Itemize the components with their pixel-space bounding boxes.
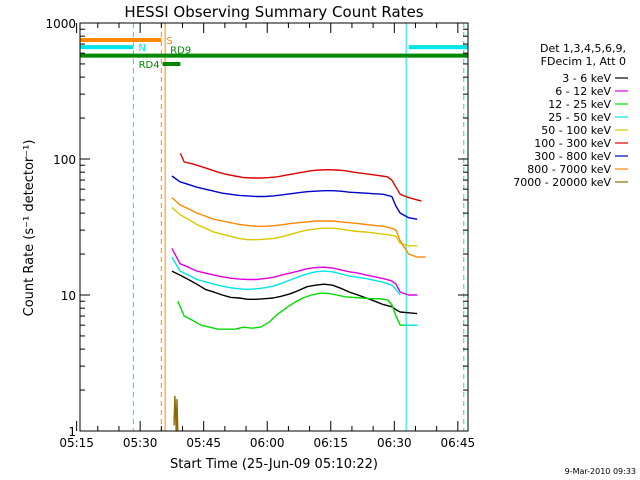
series-line [171, 175, 418, 220]
x-tick-label: 06:15 [313, 436, 348, 450]
series-line [171, 206, 418, 247]
series-line [171, 270, 418, 315]
series-line [171, 197, 426, 258]
x-tick-label: 06:00 [250, 436, 285, 450]
y-tick-label: 10 [61, 289, 76, 303]
series-line [179, 153, 422, 202]
legend-header-1: Det 1,3,4,5,6,9, [540, 42, 626, 55]
x-tick-label: 05:30 [123, 436, 158, 450]
y-tick-label: 1 [68, 425, 76, 439]
legend-entry-label: 50 - 100 keV [541, 124, 611, 137]
legend-entry-label: 3 - 6 keV [562, 72, 611, 85]
legend-entry-label: 300 - 800 keV [534, 150, 611, 163]
legend-entry-label: 6 - 12 keV [555, 85, 611, 98]
legend-entry-label: 100 - 300 keV [534, 137, 611, 150]
date-stamp: 9-Mar-2010 09:33 [565, 467, 636, 476]
mode-bar-label: S [166, 36, 172, 47]
axis-ticks: 1 10 100 1000 05:15 05:30 05:45 06:00 06:15 06:30… [45, 17, 475, 450]
x-tick-label: 06:45 [441, 436, 476, 450]
plot-area-frame [79, 22, 469, 432]
legend-entry-label: 25 - 50 keV [548, 111, 611, 124]
y-tick-label: 1000 [45, 17, 76, 31]
series-line [171, 256, 418, 326]
series-line [173, 395, 179, 432]
chart-marks: S N RD9 RD4 [80, 23, 468, 432]
mode-bar-label: N [138, 43, 145, 54]
chart-title: HESSI Observing Summary Count Rates [124, 3, 423, 21]
x-tick-label: 05:45 [186, 436, 221, 450]
legend-entry-label: 12 - 25 keV [548, 98, 611, 111]
legend-header-2: FDecim 1, Att 0 [541, 55, 626, 68]
x-axis-label: Start Time (25-Jun-09 05:10:22) [170, 457, 378, 472]
x-tick-label: 06:30 [377, 436, 412, 450]
legend-entry-label: 7000 - 20000 keV [513, 176, 611, 189]
series-line [177, 292, 418, 330]
x-tick-label: 05:15 [59, 436, 94, 450]
mode-bar-label: RD4 [139, 60, 160, 71]
mode-bar-label: RD9 [170, 46, 191, 57]
legend: Det 1,3,4,5,6,9, FDecim 1, Att 0 3 - 6 k… [513, 42, 628, 189]
series-line [171, 248, 418, 296]
y-axis-label: Count Rate (s⁻¹ detector⁻¹) [22, 140, 37, 317]
legend-entry-label: 800 - 7000 keV [527, 163, 611, 176]
y-tick-label: 100 [53, 153, 76, 167]
